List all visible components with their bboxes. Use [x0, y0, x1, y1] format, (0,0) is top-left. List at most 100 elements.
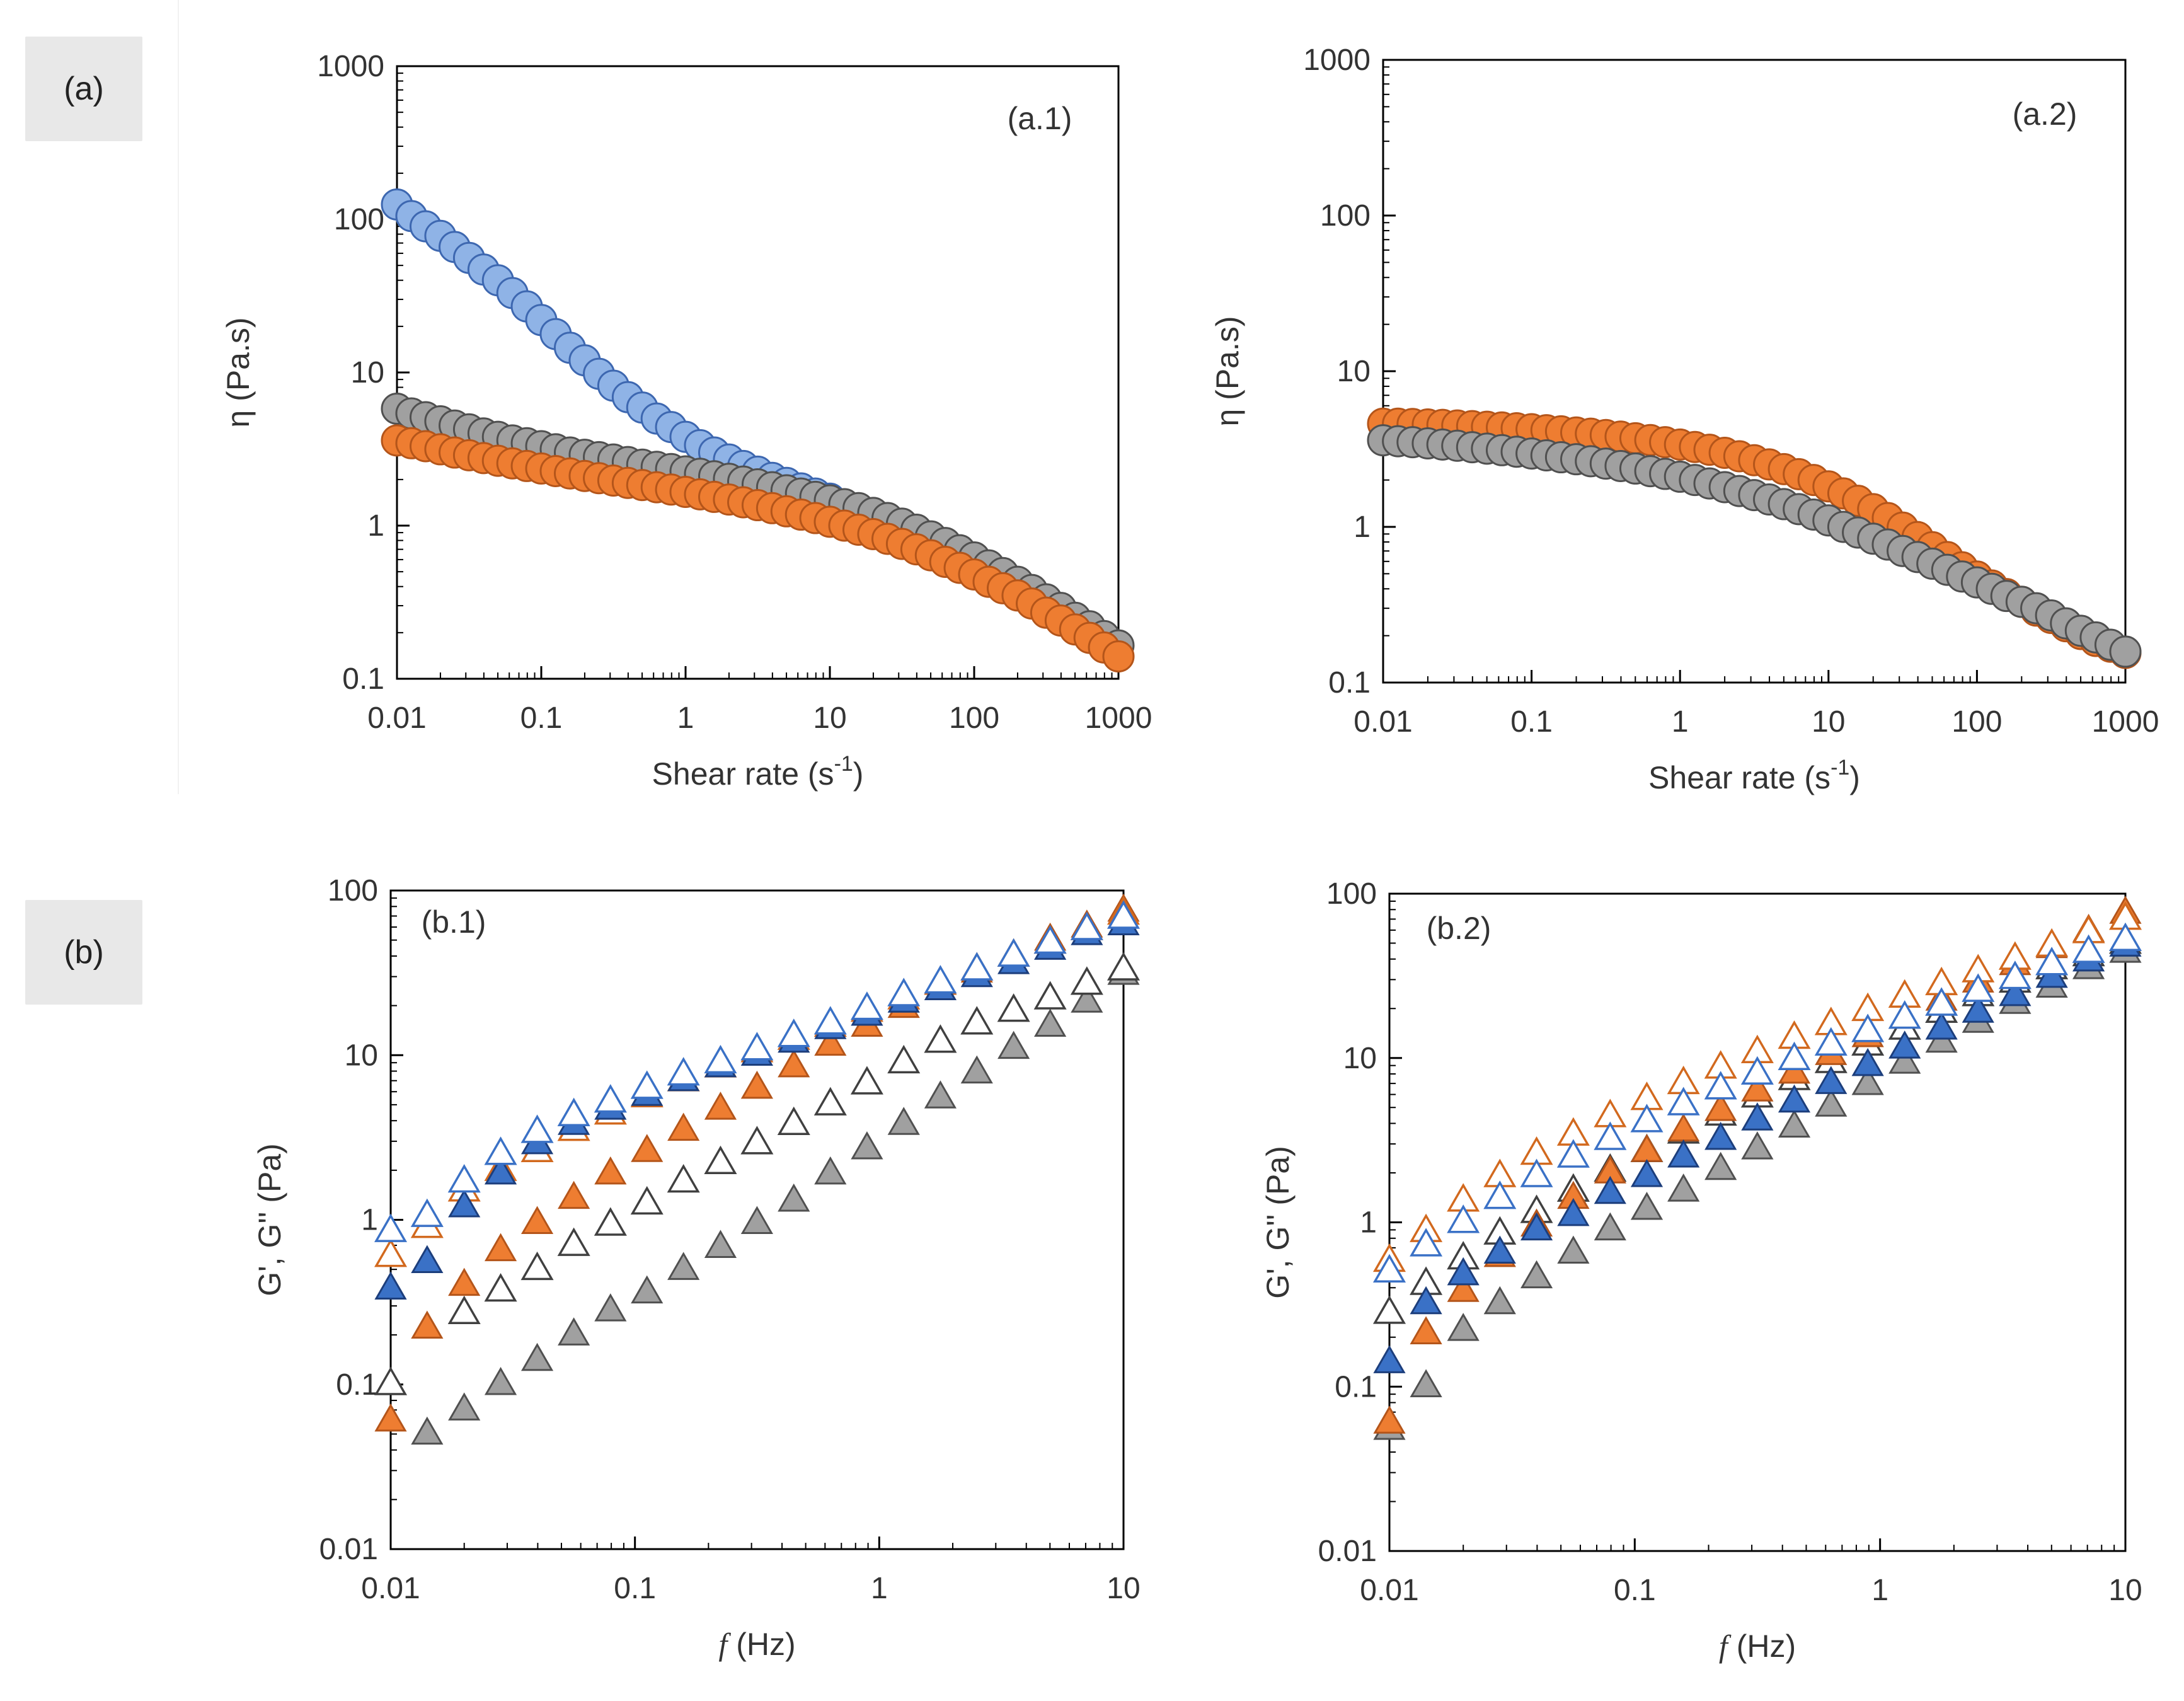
data-point [960, 1055, 993, 1084]
data-point [1630, 1192, 1664, 1220]
data-point [1102, 640, 1135, 672]
series-b2-2 [1373, 896, 2142, 1434]
data-point [1070, 911, 1103, 940]
data-point [2035, 947, 2069, 976]
x-tick-label: 1 [1672, 705, 1689, 739]
data-point [997, 1030, 1030, 1059]
y-tick-label: 100 [1320, 199, 1371, 233]
data-point [1594, 1175, 1626, 1204]
x-tick-label: 0.01 [361, 1572, 420, 1605]
y-axis-label: η (Pa.s) [1210, 316, 1245, 426]
data-point [2072, 934, 2105, 963]
x-tick-label: 100 [1951, 705, 2002, 739]
data-point [1704, 1071, 1737, 1100]
data-point [1925, 1012, 1958, 1040]
y-tick-label: 100 [328, 874, 378, 908]
data-point [1520, 1158, 1553, 1187]
data-point [631, 1134, 664, 1162]
data-point [448, 1189, 481, 1218]
y-tick-label: 10 [345, 1039, 378, 1072]
data-point [1033, 925, 1067, 954]
data-point [411, 1310, 444, 1339]
y-axis-label: G', G'' (Pa) [252, 1143, 287, 1296]
data-point [813, 1087, 847, 1116]
data-point [520, 1206, 554, 1235]
data-point [1372, 1295, 1406, 1324]
data-point [1410, 1228, 1443, 1257]
y-tick-label: 1 [1360, 1206, 1377, 1240]
minor-ticks-a1 [397, 72, 1113, 679]
data-point [887, 1107, 920, 1135]
data-point [777, 1106, 810, 1135]
y-tick-label: 1 [1354, 510, 1371, 544]
y-tick-label: 1 [367, 509, 384, 543]
x-tick-label: 100 [949, 701, 999, 735]
x-tick-label: 10 [2108, 1574, 2142, 1607]
data-point [850, 1066, 883, 1095]
series-a1-1 [381, 392, 1135, 662]
x-tick-label: 0.01 [1360, 1574, 1418, 1607]
data-point [448, 1392, 481, 1421]
x-tick-label: 1000 [1085, 701, 1152, 735]
y-tick-label: 100 [1326, 877, 1377, 911]
x-tick-label: 10 [813, 701, 846, 735]
panel-label-b: (b) [25, 900, 142, 1005]
data-point [557, 1097, 590, 1126]
data-point [1447, 1257, 1480, 1286]
data-point [411, 1245, 444, 1274]
data-point [594, 1293, 627, 1322]
data-point [1888, 1000, 1921, 1029]
chart-a2: 0.01 0.1 1 10 100 1000 0.1 1 10 100 1000 Shear rate… [1210, 43, 2159, 795]
data-point [630, 1070, 664, 1099]
chart-b1: 0.01 0.1 1 10 0.01 0.1 1 10 100 f (Hz) G', G'' (Pa… [252, 874, 1141, 1662]
data-point [1483, 1286, 1516, 1315]
data-point [1815, 1066, 1848, 1094]
data-point [558, 1180, 590, 1209]
data-point [924, 1080, 957, 1109]
x-tick-label: 10 [1812, 705, 1845, 739]
data-point [850, 991, 883, 1020]
data-point [1778, 1041, 1811, 1070]
data-point [1106, 900, 1141, 929]
data-point [1888, 1046, 1921, 1074]
data-point [557, 1227, 590, 1256]
data-point [1373, 1345, 1406, 1373]
data-point [924, 1024, 957, 1053]
x-axis-label: f (Hz) [1719, 1629, 1796, 1664]
data-point [374, 1213, 408, 1242]
data-point [1594, 1121, 1627, 1150]
data-point [1556, 1139, 1590, 1168]
data-point [1594, 1212, 1626, 1241]
panel-title-b1: (b.1) [422, 904, 486, 940]
data-point [1962, 973, 1995, 1002]
data-point [667, 1057, 700, 1086]
data-point [851, 1131, 883, 1160]
data-point [960, 952, 994, 981]
x-tick-label: 1 [677, 701, 694, 735]
data-point [740, 1206, 773, 1235]
data-point [997, 938, 1030, 967]
x-axis-label: f (Hz) [718, 1627, 795, 1662]
y-tick-label: 1000 [1303, 43, 1371, 77]
data-point [1447, 1204, 1480, 1233]
marks-a1 [381, 188, 1135, 672]
data-point [1410, 1316, 1442, 1344]
data-point [740, 1032, 774, 1061]
data-point [1557, 1235, 1590, 1264]
y-tick-label: 0.1 [1328, 666, 1371, 700]
y-tick-label: 0.01 [319, 1533, 378, 1566]
data-point [1372, 1254, 1406, 1283]
data-point [1778, 1084, 1811, 1113]
y-tick-label: 10 [351, 356, 384, 389]
chart-a1: 0.01 0.1 1 10 100 1000 0.1 1 10 100 1000 Shear rate… [221, 50, 1152, 792]
data-point [1851, 1066, 1884, 1095]
y-tick-label: 10 [1337, 355, 1371, 388]
x-tick-label: 1 [1871, 1574, 1888, 1607]
figure-divider [178, 0, 179, 794]
y-tick-label: 0.01 [1318, 1535, 1377, 1568]
data-point [704, 1145, 737, 1174]
data-point [1998, 960, 2032, 989]
data-point [1447, 1313, 1480, 1341]
x-tick-label: 0.01 [367, 701, 426, 735]
data-point [1851, 1013, 1885, 1042]
